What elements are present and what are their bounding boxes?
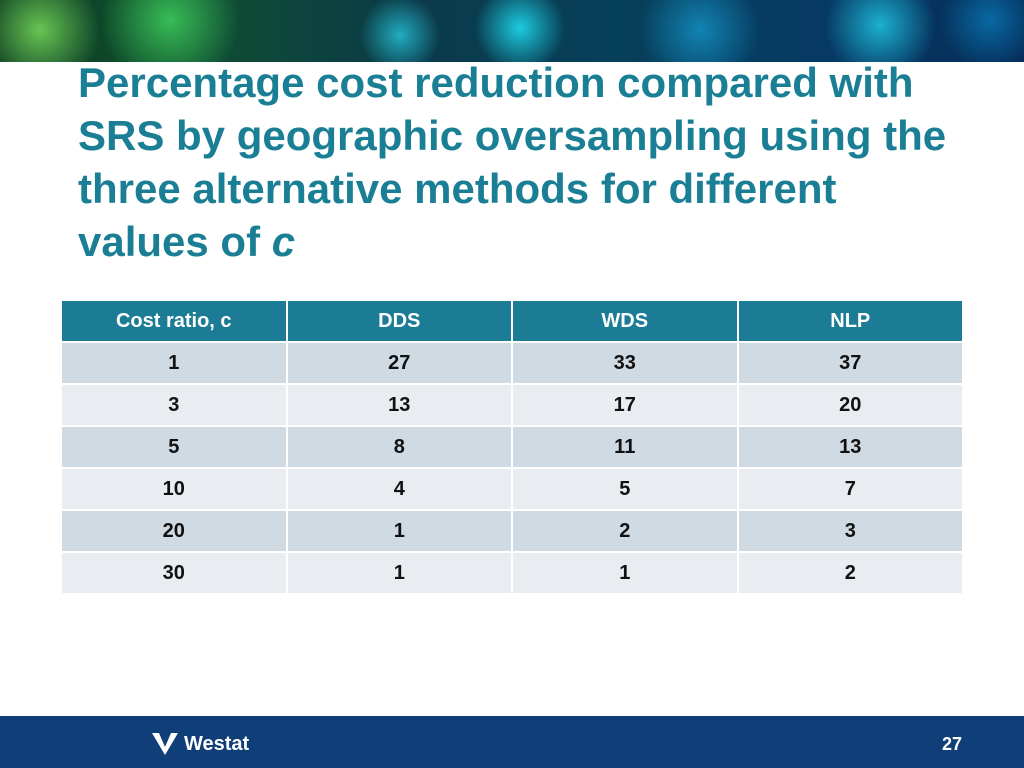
column-header: NLP — [736, 299, 964, 343]
table-row: 20 1 2 3 — [60, 509, 964, 553]
table-cell: 4 — [285, 467, 513, 511]
table-cell: 20 — [736, 383, 964, 427]
column-header: Cost ratio, c — [60, 299, 288, 343]
table-cell: 2 — [511, 509, 739, 553]
table-cell: 1 — [285, 509, 513, 553]
slide-title: Percentage cost reduction compared with … — [78, 56, 978, 268]
westat-logo: Westat — [152, 732, 249, 756]
table-cell: 8 — [285, 425, 513, 469]
table-cell: 1 — [60, 341, 288, 385]
table-cell: 11 — [511, 425, 739, 469]
table-row: 10 4 5 7 — [60, 467, 964, 511]
table-cell: 27 — [285, 341, 513, 385]
table-cell: 5 — [511, 467, 739, 511]
table-cell: 13 — [285, 383, 513, 427]
westat-v-icon — [152, 733, 178, 755]
table-cell: 1 — [285, 551, 513, 595]
table-row: 1 27 33 37 — [60, 341, 964, 385]
table-cell: 37 — [736, 341, 964, 385]
table-cell: 33 — [511, 341, 739, 385]
page-number: 27 — [941, 734, 962, 754]
footer-bar: Westat 27 — [0, 716, 1024, 768]
header-banner-image — [0, 0, 1024, 62]
table-row: 5 8 11 13 — [60, 425, 964, 469]
table-row: 3 13 17 20 — [60, 383, 964, 427]
column-header: WDS — [511, 299, 739, 343]
table-cell: 17 — [511, 383, 739, 427]
table-header-row: Cost ratio, c DDS WDS NLP — [60, 299, 964, 343]
table-cell: 20 — [60, 509, 288, 553]
table-cell: 3 — [60, 383, 288, 427]
table-cell: 10 — [60, 467, 288, 511]
column-header: DDS — [285, 299, 513, 343]
slide-title-text: Percentage cost reduction compared with … — [78, 59, 947, 265]
table-cell: 7 — [736, 467, 964, 511]
table-row: 30 1 1 2 — [60, 551, 964, 595]
logo-text: Westat — [184, 732, 250, 755]
table-cell: 5 — [60, 425, 288, 469]
table-cell: 1 — [511, 551, 739, 595]
table-cell: 3 — [736, 509, 964, 553]
results-table-container: Cost ratio, c DDS WDS NLP 1 27 33 37 3 1… — [60, 299, 964, 595]
results-table: Cost ratio, c DDS WDS NLP 1 27 33 37 3 1… — [60, 299, 964, 595]
slide-title-italic: c — [271, 218, 296, 265]
table-cell: 2 — [736, 551, 964, 595]
table-cell: 30 — [60, 551, 288, 595]
table-cell: 13 — [736, 425, 964, 469]
